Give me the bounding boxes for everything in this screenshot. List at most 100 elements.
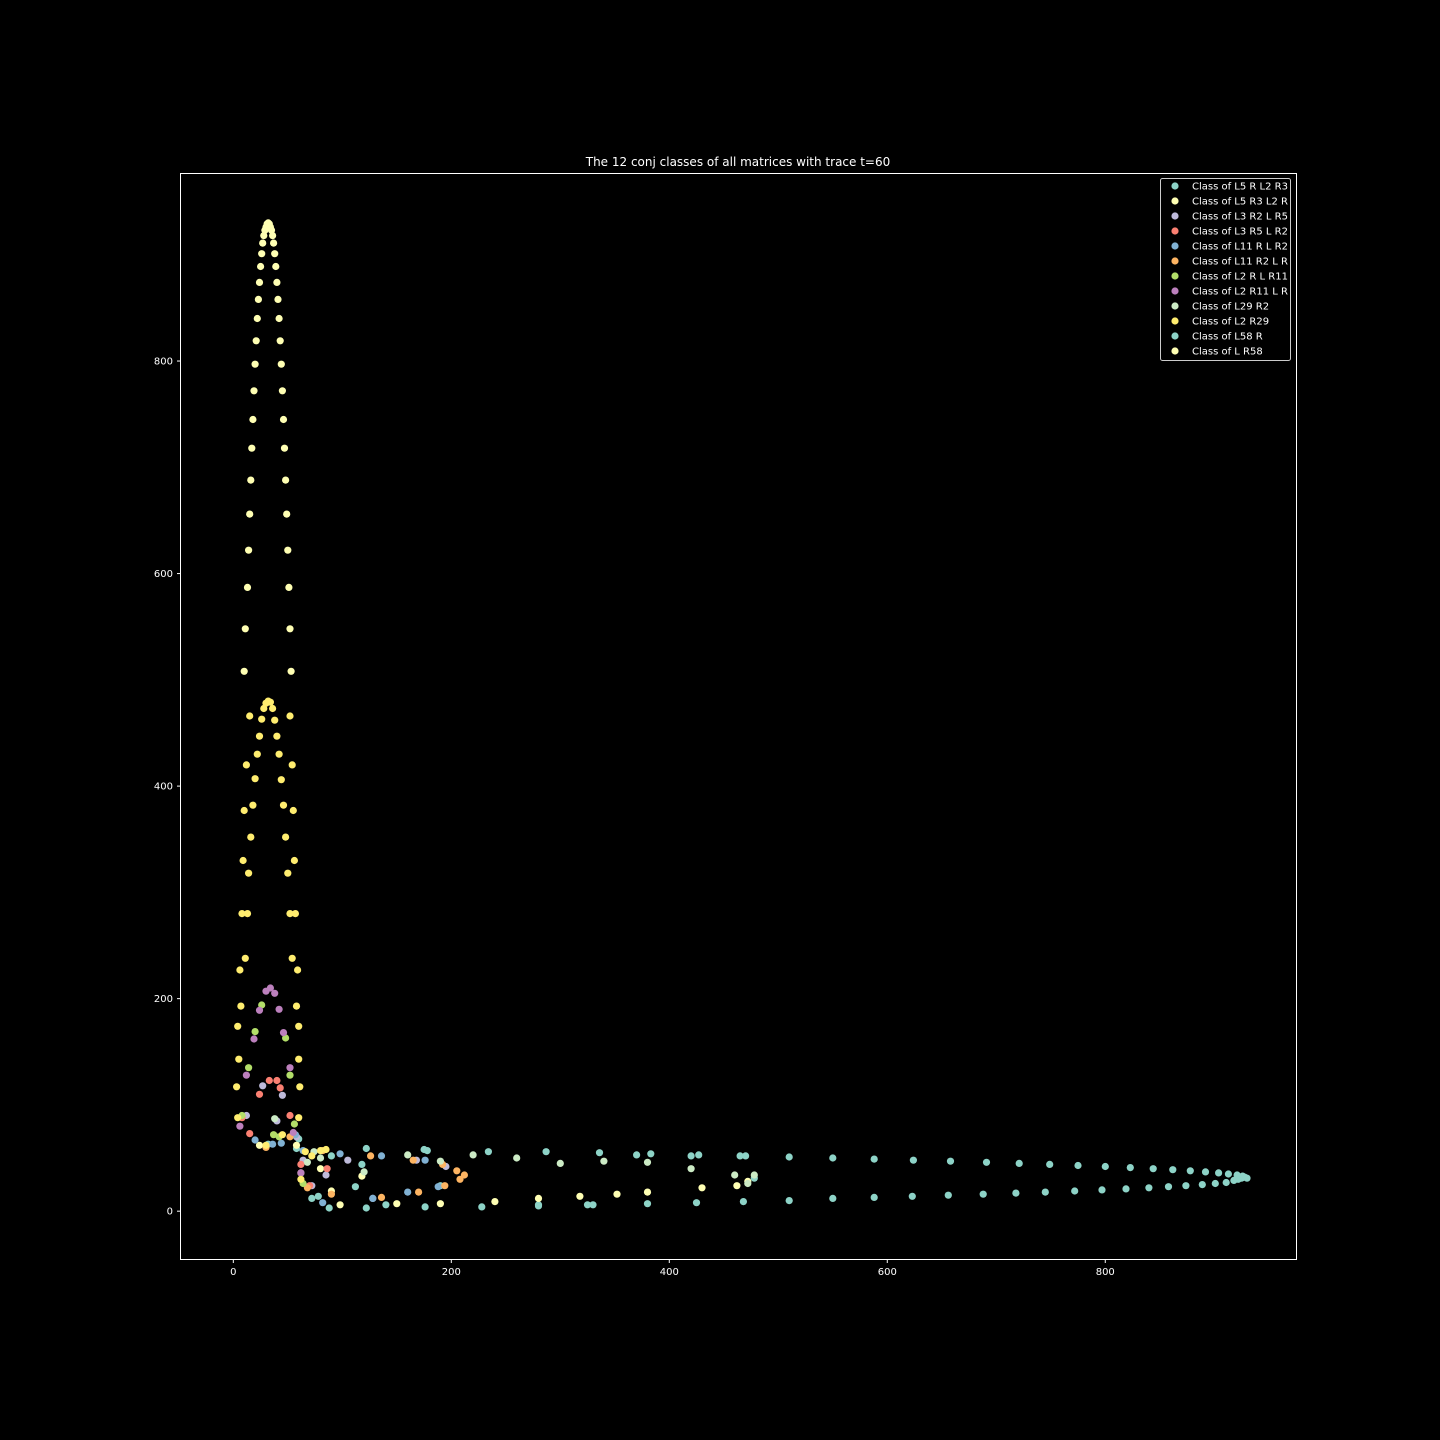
data-point (276, 1084, 284, 1092)
data-point (542, 1148, 550, 1156)
data-point (237, 1002, 245, 1010)
data-point (243, 583, 252, 592)
data-point (279, 415, 288, 424)
data-point (327, 1190, 335, 1198)
data-point (946, 1157, 955, 1165)
data-point (286, 1111, 294, 1120)
legend-marker (1171, 317, 1179, 325)
data-point (1074, 1161, 1082, 1170)
data-point (265, 1076, 273, 1085)
data-point (1145, 1184, 1153, 1192)
data-point (275, 1005, 283, 1013)
data-point (421, 1203, 429, 1211)
data-point (286, 1071, 294, 1079)
legend-label: Class of L3 R5 L R2 (1192, 227, 1288, 238)
data-point (235, 1055, 243, 1063)
y-tick-label: 600 (154, 569, 173, 580)
data-point (289, 806, 297, 815)
data-point (327, 1152, 335, 1160)
data-point (982, 1158, 991, 1166)
data-point (288, 761, 296, 769)
data-point (292, 1141, 301, 1149)
data-point (286, 1064, 294, 1072)
data-point (1101, 1162, 1109, 1171)
data-point (270, 239, 278, 247)
data-point (360, 1168, 368, 1176)
data-point (1182, 1182, 1190, 1190)
data-point (297, 1160, 305, 1168)
data-point (273, 732, 281, 740)
data-point (434, 1183, 442, 1191)
data-point (469, 1151, 477, 1159)
data-point (253, 314, 261, 323)
data-point (377, 1193, 386, 1201)
legend-label: Class of L2 R L R11 (1192, 272, 1288, 283)
legend-marker (1171, 212, 1179, 220)
legend: Class of L5 R L2 R3 Class of L5 R3 L2 R Cl… (1160, 178, 1291, 361)
data-point (279, 801, 288, 809)
data-point (351, 1183, 359, 1191)
x-tick-label: 600 (878, 1267, 897, 1278)
data-point (643, 1200, 652, 1208)
data-point (296, 1083, 304, 1091)
legend-marker (1171, 272, 1179, 280)
data-point (513, 1154, 521, 1162)
data-point (242, 1071, 250, 1079)
data-point (415, 1188, 423, 1196)
data-point (249, 415, 257, 424)
data-point (262, 1141, 270, 1149)
data-point (252, 337, 260, 345)
data-point (245, 546, 253, 554)
legend-label: Class of L2 R29 (1192, 317, 1269, 328)
data-point (316, 1154, 325, 1162)
data-point (283, 510, 291, 518)
data-point (423, 1147, 431, 1155)
legend-marker (1171, 227, 1179, 235)
data-point (245, 869, 253, 877)
data-point (1126, 1164, 1134, 1172)
data-point (292, 1002, 301, 1010)
data-point (453, 1167, 461, 1175)
data-point (246, 510, 254, 518)
points-layer (233, 219, 1251, 1212)
data-point (421, 1156, 429, 1164)
data-point (272, 262, 280, 271)
data-point (273, 278, 281, 286)
data-point (233, 1083, 241, 1091)
data-point (251, 1136, 259, 1144)
data-point (484, 1148, 492, 1156)
data-point (785, 1153, 793, 1161)
data-point (322, 1171, 330, 1179)
legend-label: Class of L R58 (1192, 347, 1263, 358)
series-8 (236, 984, 305, 1177)
data-point (255, 732, 264, 740)
legend-label: Class of L58 R (1192, 332, 1263, 343)
legend-marker (1171, 257, 1179, 265)
data-point (1198, 1181, 1206, 1189)
data-point (273, 1076, 281, 1085)
data-point (908, 1192, 916, 1200)
data-point (687, 1152, 695, 1160)
legend-label: Class of L5 R3 L2 R (1192, 197, 1288, 208)
data-point (308, 1152, 316, 1160)
data-point (234, 1114, 242, 1122)
data-point (595, 1149, 604, 1157)
data-point (266, 984, 274, 992)
data-point (274, 295, 282, 303)
legend-marker (1171, 197, 1179, 205)
data-point (600, 1157, 608, 1165)
data-point (269, 1140, 277, 1148)
data-point (314, 1192, 322, 1200)
data-point (248, 444, 256, 452)
data-point (785, 1197, 793, 1205)
data-point (271, 1115, 279, 1123)
data-point (456, 1175, 464, 1183)
data-point (295, 1022, 303, 1030)
data-point (245, 1064, 253, 1072)
data-point (382, 1201, 390, 1209)
data-point (436, 1200, 444, 1208)
data-point (1169, 1166, 1177, 1174)
data-point (319, 1199, 327, 1207)
data-point (246, 712, 254, 720)
legend-marker (1171, 302, 1179, 310)
